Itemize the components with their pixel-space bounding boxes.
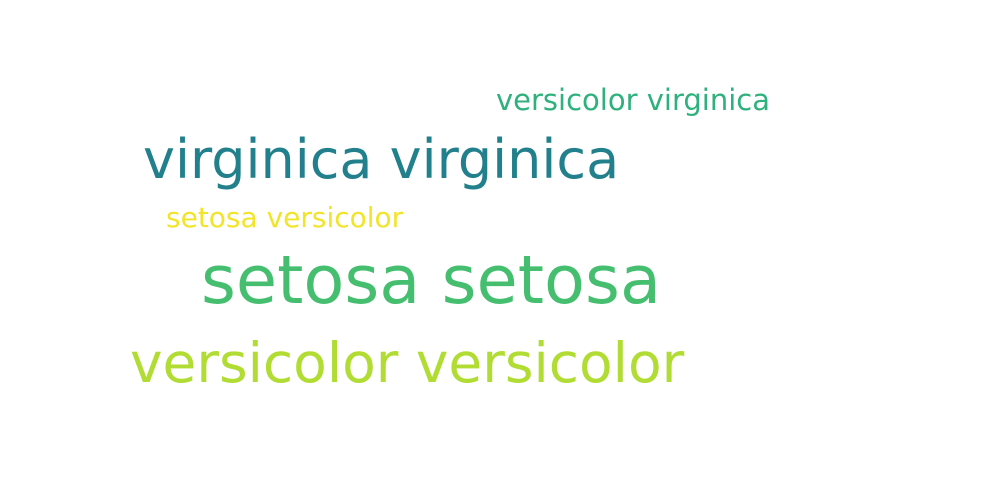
word-versicolor-versicolor: versicolor versicolor — [130, 331, 685, 395]
word-versicolor-virginica: versicolor virginica — [496, 83, 770, 117]
word-virginica-virginica: virginica virginica — [143, 128, 620, 191]
word-setosa-versicolor: setosa versicolor — [166, 201, 404, 234]
word-setosa-setosa: setosa setosa — [201, 241, 662, 319]
